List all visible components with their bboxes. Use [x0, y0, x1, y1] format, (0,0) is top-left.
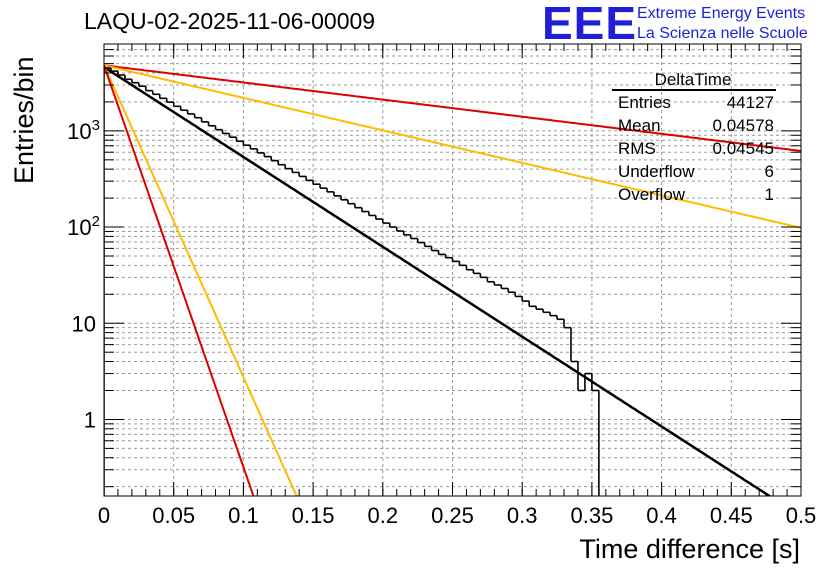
x-tick-label: 0.4	[646, 503, 677, 528]
curve-reference-1	[104, 64, 801, 152]
data-layer	[104, 64, 801, 496]
x-tick-label: 0.3	[507, 503, 538, 528]
stats-row-mean: Mean 0.04578	[618, 116, 774, 138]
x-tick-label: 0.45	[710, 503, 753, 528]
x-tick-label: 0.35	[570, 503, 613, 528]
plot-background	[104, 44, 801, 496]
x-tick-label: 0.1	[228, 503, 259, 528]
stats-key: Overflow	[618, 185, 686, 204]
stats-row-rms: RMS 0.04545	[618, 139, 774, 161]
stats-value: 1	[764, 185, 774, 204]
x-tick-label: 0	[98, 503, 110, 528]
plot-title: LAQU-02-2025-11-06-00009	[84, 8, 376, 34]
y-axis-label: Entries/bin	[9, 56, 39, 184]
stats-key: Mean	[618, 116, 661, 135]
stats-value: 0.04545	[712, 139, 774, 158]
y-tick-label: 1	[84, 407, 96, 432]
grid-layer	[104, 43, 801, 496]
y-tick-label: 103	[67, 117, 100, 144]
stats-divider	[612, 89, 776, 91]
x-tick-label: 0.25	[431, 503, 474, 528]
y-tick-label: 102	[67, 213, 100, 240]
stats-key: Entries	[618, 93, 671, 112]
stats-value: 0.04578	[712, 116, 774, 135]
stats-key: Underflow	[618, 162, 695, 181]
logo-tagline-1: Extreme Energy Events	[637, 5, 806, 22]
stats-key: RMS	[618, 139, 656, 158]
x-axis-label: Time difference [s]	[579, 534, 800, 564]
logo-mark: EEE	[542, 0, 638, 49]
curve-reference-3	[104, 64, 298, 496]
stats-row-underflow: Underflow 6	[618, 162, 774, 184]
stats-value: 44127	[726, 93, 774, 112]
stats-row-overflow: Overflow 1	[618, 185, 774, 207]
x-tick-label: 0.5	[786, 503, 817, 528]
x-tick-label: 0.15	[292, 503, 335, 528]
x-tick-label: 0.2	[368, 503, 399, 528]
logo-tagline-2: La Scienza nelle Scuole	[637, 25, 808, 42]
curve-reference-4	[104, 64, 255, 496]
stats-row-entries: Entries 44127	[618, 93, 774, 115]
y-tick-label: 10	[72, 311, 96, 336]
axis-layer: 0 0.05 0.1 0.15 0.2 0.25 0.3 0.35 0.4 0.45 0.5 1 10 1…	[67, 43, 817, 528]
x-tick-label: 0.05	[152, 503, 195, 528]
curve-reference-2	[104, 64, 801, 229]
histogram-DeltaTime	[104, 67, 600, 496]
curve-fit	[104, 66, 772, 496]
eee-logo: EEE Extreme Energy Events La Scienza nel…	[542, 0, 832, 49]
stats-value: 6	[764, 162, 774, 181]
stats-title: DeltaTime	[654, 70, 732, 89]
